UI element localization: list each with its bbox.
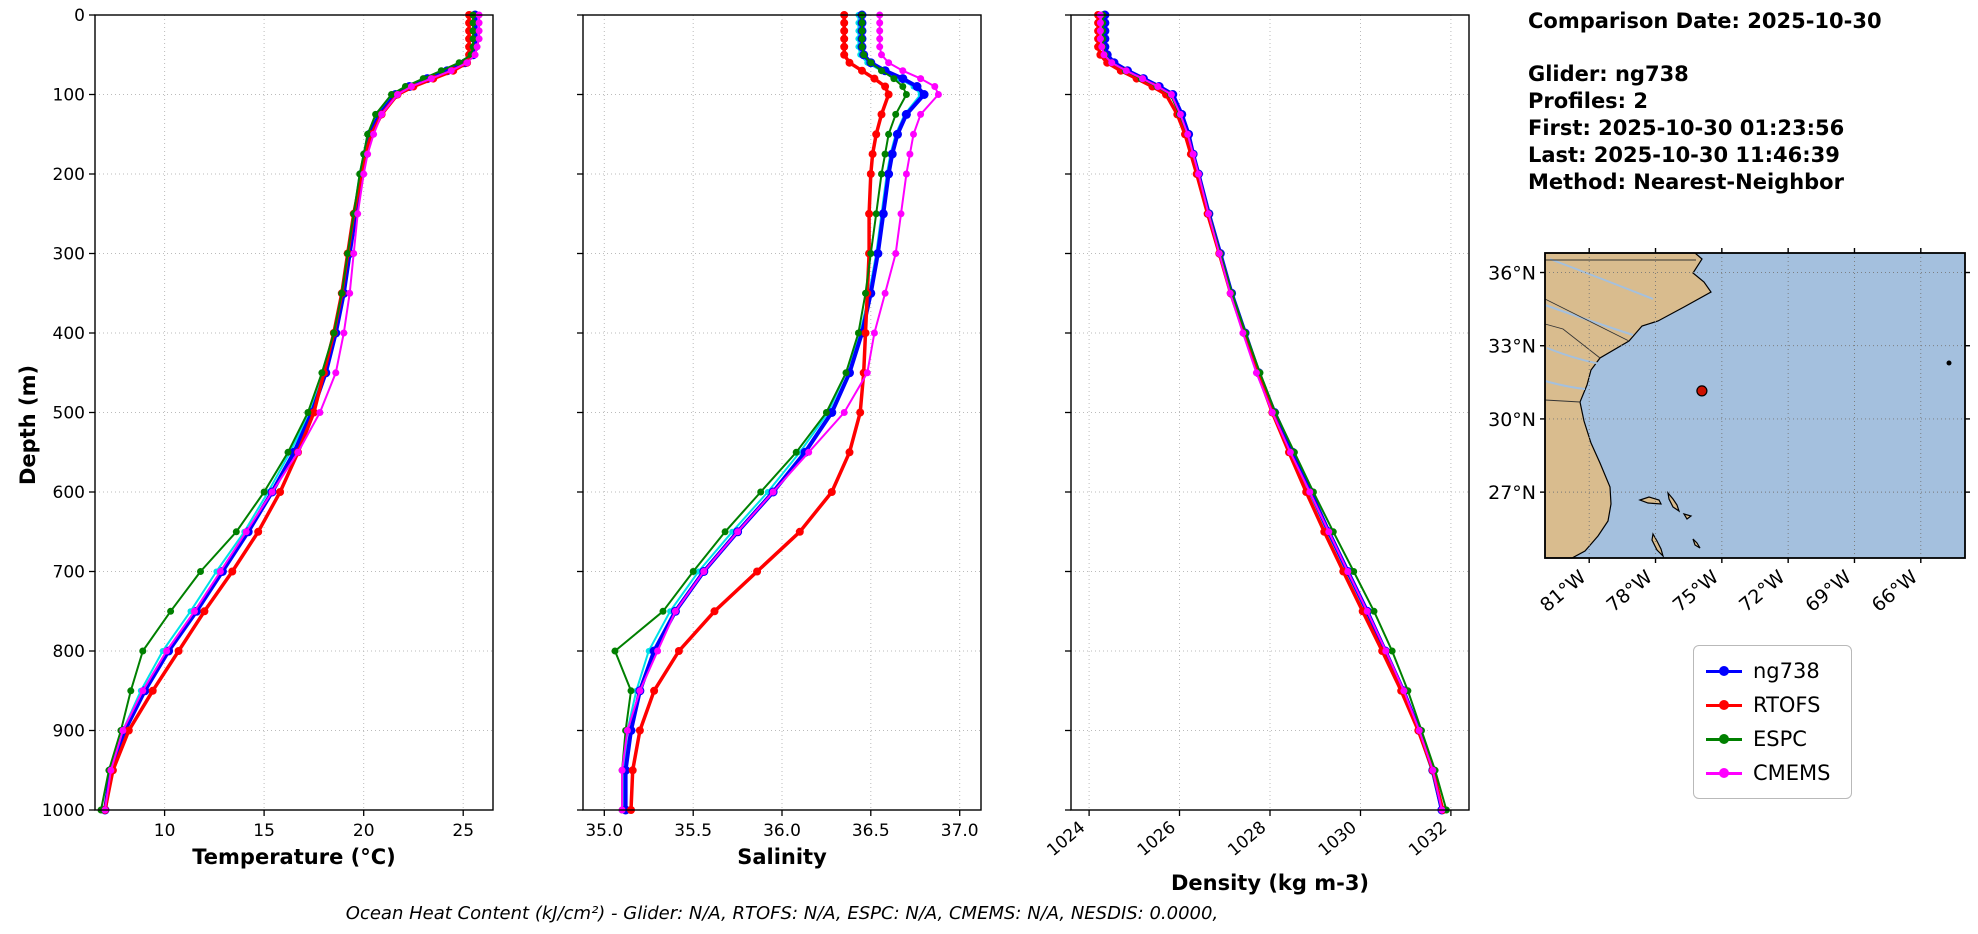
- map-geography: [1544, 252, 1965, 559]
- location-map: 81°W 78°W 75°W 72°W 69°W 66°W 36°N 33°N 30°N 27°N: [1488, 248, 1970, 617]
- legend-line-sample: [1706, 666, 1742, 676]
- svg-text:1028: 1028: [1224, 818, 1270, 861]
- svg-text:700: 700: [53, 563, 85, 583]
- map-island-bermuda: [1946, 360, 1952, 366]
- svg-text:75°W: 75°W: [1669, 566, 1723, 617]
- map-state-borders: [1544, 259, 1696, 403]
- svg-text:72°W: 72°W: [1735, 566, 1789, 617]
- svg-text:27°N: 27°N: [1488, 482, 1536, 504]
- legend-line-sample: [1706, 768, 1742, 778]
- svg-text:35.0: 35.0: [585, 821, 623, 841]
- temperature-axis-label: Temperature (°C): [192, 845, 396, 869]
- density-axis-label: Density (kg m-3): [1170, 871, 1370, 895]
- svg-text:300: 300: [53, 245, 85, 265]
- salinity-axis-label: Salinity: [737, 845, 827, 869]
- legend-item-espc: ESPC: [1706, 722, 1831, 756]
- map-rivers: [1544, 258, 1654, 390]
- ohc-caption: Ocean Heat Content (kJ/cm²) - Glider: N/…: [345, 903, 1219, 924]
- legend-marker-dot: [1719, 700, 1729, 710]
- legend-item-cmems: CMEMS: [1706, 756, 1831, 790]
- legend-line-sample: [1706, 700, 1742, 710]
- svg-text:36°N: 36°N: [1488, 263, 1536, 285]
- profiles-text: Profiles: 2: [1528, 89, 1649, 113]
- legend-label: CMEMS: [1753, 761, 1831, 785]
- map-land-coastline: [1544, 252, 1712, 559]
- svg-text:1032: 1032: [1405, 818, 1451, 861]
- first-time-text: First: 2025-10-30 01:23:56: [1528, 116, 1845, 140]
- svg-text:37.0: 37.0: [941, 821, 979, 841]
- info-panel: Comparison Date: 2025-10-30 Glider: ng73…: [1528, 8, 1968, 196]
- svg-text:20: 20: [353, 821, 375, 841]
- svg-text:800: 800: [53, 642, 85, 662]
- legend-marker-dot: [1719, 768, 1729, 778]
- svg-text:36.5: 36.5: [852, 821, 890, 841]
- series-CMEMS: [104, 15, 481, 811]
- info-spacer: [1528, 35, 1968, 61]
- method-text: Method: Nearest-Neighbor: [1528, 170, 1844, 194]
- legend-marker-dot: [1719, 666, 1729, 676]
- svg-text:33°N: 33°N: [1488, 336, 1536, 358]
- svg-text:15: 15: [253, 821, 275, 841]
- legend-label: ng738: [1753, 659, 1820, 683]
- profile-plots-canvas: 10 15 20 25 0 100 200 300 400 500 600 700 800 900 1000…: [42, 6, 1470, 861]
- series-ng738-2: [104, 15, 475, 811]
- svg-text:1000: 1000: [42, 801, 85, 821]
- svg-text:10: 10: [154, 821, 176, 841]
- svg-text:36.0: 36.0: [763, 821, 801, 841]
- svg-text:1030: 1030: [1315, 818, 1361, 861]
- svg-text:1024: 1024: [1043, 818, 1089, 861]
- svg-text:1026: 1026: [1134, 818, 1180, 861]
- map-islands: [1638, 490, 1701, 559]
- svg-text:100: 100: [53, 86, 85, 106]
- glider-text: Glider: ng738: [1528, 62, 1689, 86]
- svg-text:200: 200: [53, 165, 85, 185]
- svg-text:78°W: 78°W: [1602, 566, 1656, 617]
- legend-line-sample: [1706, 734, 1742, 744]
- svg-text:81°W: 81°W: [1536, 566, 1590, 617]
- legend-marker-dot: [1719, 734, 1729, 744]
- svg-text:35.5: 35.5: [674, 821, 712, 841]
- svg-text:500: 500: [53, 404, 85, 424]
- depth-axis-label: Depth (m): [16, 364, 40, 485]
- legend-label: ESPC: [1753, 727, 1807, 751]
- svg-text:66°W: 66°W: [1868, 566, 1922, 617]
- legend-item-rtofs: RTOFS: [1706, 688, 1831, 722]
- svg-text:600: 600: [53, 483, 85, 503]
- svg-text:25: 25: [452, 821, 474, 841]
- legend-item-ng738: ng738: [1706, 654, 1831, 688]
- svg-text:900: 900: [53, 722, 85, 742]
- svg-text:30°N: 30°N: [1488, 409, 1536, 431]
- svg-text:0: 0: [74, 6, 85, 26]
- legend: ng738 RTOFS ESPC CMEMS: [1693, 645, 1852, 799]
- comparison-date-text: Comparison Date: 2025-10-30: [1528, 9, 1882, 33]
- map-border: [1544, 252, 1966, 559]
- legend-label: RTOFS: [1753, 693, 1821, 717]
- svg-text:69°W: 69°W: [1801, 566, 1855, 617]
- svg-text:400: 400: [53, 324, 85, 344]
- last-time-text: Last: 2025-10-30 11:46:39: [1528, 143, 1840, 167]
